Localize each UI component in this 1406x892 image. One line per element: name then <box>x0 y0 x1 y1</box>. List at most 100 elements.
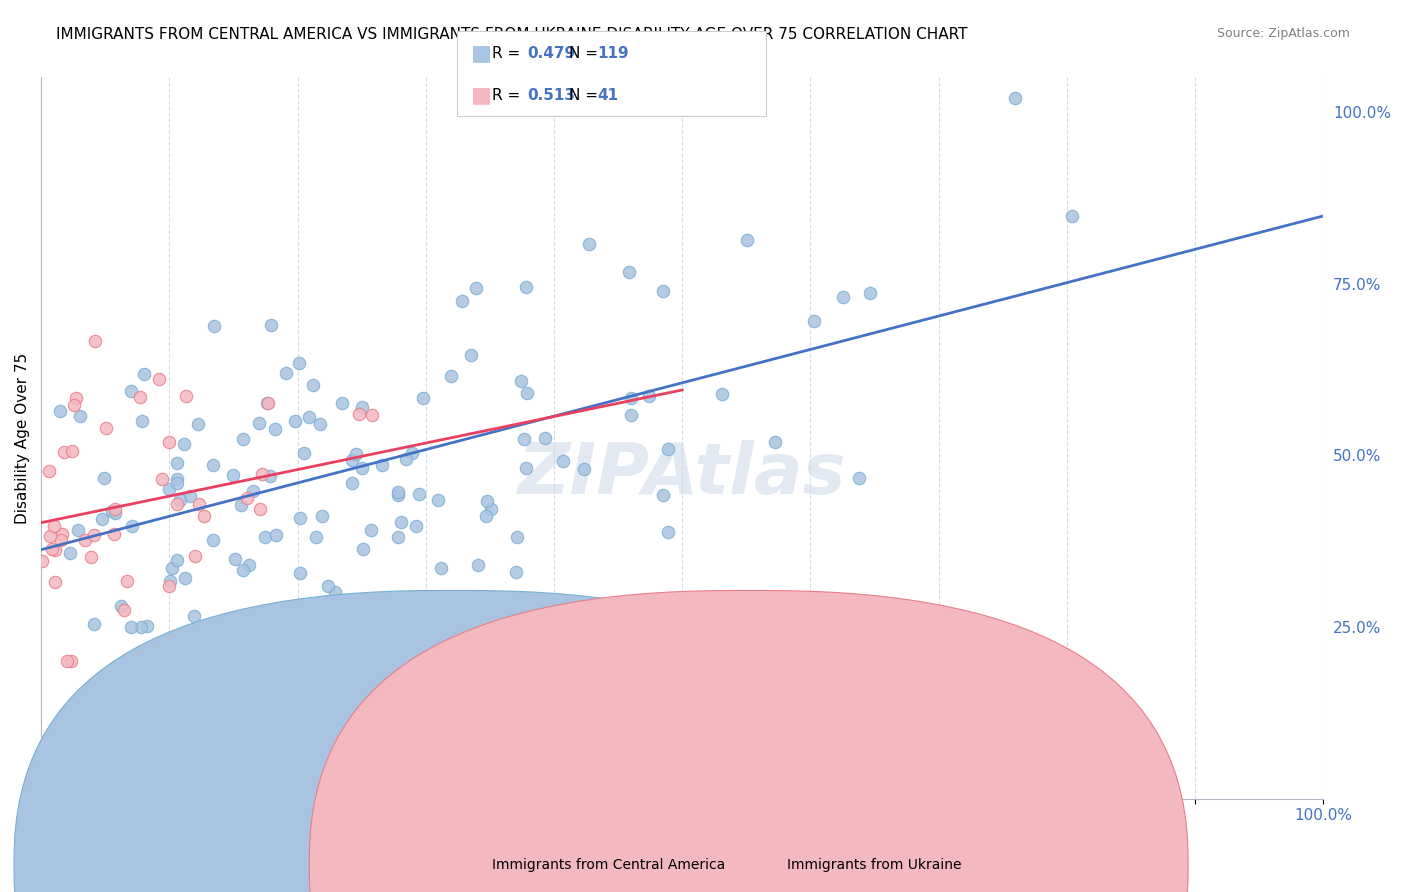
Point <box>101 504 124 518</box>
Point <box>259 469 281 483</box>
Point <box>166 472 188 486</box>
Point <box>135 619 157 633</box>
Y-axis label: Disability Age Over 75: Disability Age Over 75 <box>15 352 30 524</box>
Point <box>638 389 661 403</box>
Point <box>316 579 339 593</box>
Point <box>157 483 180 497</box>
Point <box>166 552 188 566</box>
Point <box>288 566 311 580</box>
Point <box>620 391 643 405</box>
Point <box>250 467 273 481</box>
Point <box>257 396 280 410</box>
Point <box>617 265 640 279</box>
Point <box>249 501 271 516</box>
Point <box>131 414 153 428</box>
Point <box>63 398 86 412</box>
Point <box>187 417 209 431</box>
Point <box>157 579 180 593</box>
Point <box>83 616 105 631</box>
Point <box>104 507 127 521</box>
Point <box>349 407 371 421</box>
Point <box>104 502 127 516</box>
Text: R =: R = <box>492 46 526 61</box>
Point <box>323 585 346 599</box>
Point <box>474 508 496 523</box>
Point <box>150 472 173 486</box>
Text: 119: 119 <box>598 46 628 61</box>
Point <box>166 497 188 511</box>
Point <box>174 571 197 585</box>
Point <box>360 523 382 537</box>
Point <box>238 558 260 572</box>
Point <box>103 526 125 541</box>
Point <box>60 444 83 458</box>
Point <box>110 599 132 613</box>
Point <box>264 528 287 542</box>
Point <box>451 293 474 308</box>
Text: N =: N = <box>569 88 603 103</box>
Point <box>858 286 880 301</box>
Point <box>408 487 430 501</box>
Point <box>340 452 363 467</box>
Point <box>652 488 675 502</box>
Text: 41: 41 <box>598 88 619 103</box>
Point <box>166 475 188 490</box>
Text: Immigrants from Central America: Immigrants from Central America <box>492 858 725 872</box>
Point <box>460 348 482 362</box>
Point <box>467 558 489 572</box>
Text: ■: ■ <box>471 44 492 63</box>
Point <box>120 384 142 398</box>
Point <box>166 457 188 471</box>
Point <box>412 391 434 405</box>
Point <box>39 529 62 543</box>
Text: ZIPAtlas: ZIPAtlas <box>517 440 846 508</box>
Point <box>53 444 76 458</box>
Point <box>332 396 354 410</box>
Point <box>305 530 328 544</box>
Point <box>202 319 225 334</box>
Point <box>711 387 734 401</box>
Point <box>311 508 333 523</box>
Point <box>763 435 786 450</box>
Point <box>128 391 150 405</box>
Text: ■: ■ <box>471 86 492 105</box>
Point <box>159 574 181 589</box>
Point <box>301 378 323 392</box>
Point <box>465 281 488 295</box>
Point <box>361 409 384 423</box>
Point <box>342 476 364 491</box>
Point <box>505 565 527 579</box>
Point <box>80 549 103 564</box>
Point <box>94 421 117 435</box>
Point <box>193 509 215 524</box>
Point <box>179 489 201 503</box>
Point <box>290 510 312 524</box>
Point <box>401 446 423 460</box>
Text: IMMIGRANTS FROM CENTRAL AMERICA VS IMMIGRANTS FROM UKRAINE DISABILITY AGE OVER 7: IMMIGRANTS FROM CENTRAL AMERICA VS IMMIG… <box>56 27 967 42</box>
Point <box>202 533 225 547</box>
Text: Source: ZipAtlas.com: Source: ZipAtlas.com <box>1216 27 1350 40</box>
Point <box>553 453 575 467</box>
Point <box>352 460 374 475</box>
Point <box>42 518 65 533</box>
Point <box>236 491 259 505</box>
Point <box>93 471 115 485</box>
Point <box>232 563 254 577</box>
Point <box>254 530 277 544</box>
Point <box>292 446 315 460</box>
Point <box>169 493 191 508</box>
Point <box>352 542 374 557</box>
Point <box>222 467 245 482</box>
Point <box>51 526 73 541</box>
Text: 0.513: 0.513 <box>527 88 575 103</box>
Point <box>186 620 208 634</box>
Point <box>256 396 278 410</box>
Point <box>157 435 180 450</box>
Text: 0.479: 0.479 <box>527 46 575 61</box>
Point <box>173 437 195 451</box>
Point <box>371 458 394 472</box>
Point <box>389 515 412 529</box>
Point <box>440 369 463 384</box>
Point <box>121 519 143 533</box>
Point <box>298 409 321 424</box>
